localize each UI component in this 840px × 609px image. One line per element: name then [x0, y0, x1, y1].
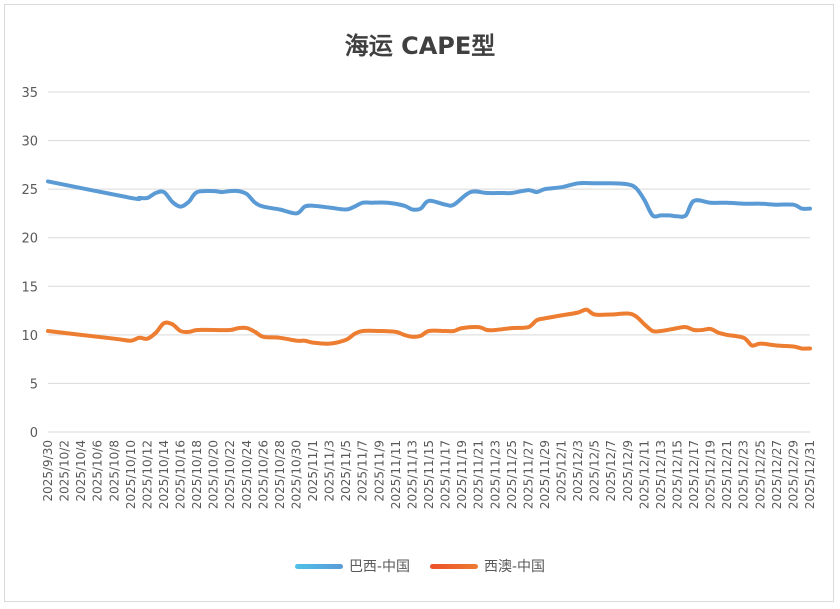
x-tick-label: 2025/11/7 — [356, 440, 370, 502]
x-tick-label: 2025/11/5 — [339, 440, 353, 502]
x-tick-label: 2025/12/15 — [670, 440, 684, 509]
legend-swatch-west-australia-china — [430, 563, 478, 569]
x-tick-label: 2025/11/13 — [405, 440, 419, 509]
series-line-1 — [46, 307, 812, 351]
legend-label-west-australia-china: 西澳-中国 — [484, 559, 546, 575]
x-axis-ticks: 2025/9/30 2025/10/2 2025/10/4 2025/10/6 2025… — [41, 440, 817, 509]
x-tick-label: 2025/10/12 — [140, 440, 154, 509]
legend: 巴西-中国 西澳-中国 — [0, 556, 840, 576]
x-tick-label: 2025/11/11 — [389, 440, 403, 509]
x-tick-label: 2025/10/10 — [124, 440, 138, 509]
x-tick-label: 2025/10/24 — [240, 440, 254, 509]
x-tick-label: 2025/10/6 — [91, 440, 105, 502]
y-tick-label: 15 — [21, 280, 38, 295]
x-tick-label: 2025/10/28 — [273, 440, 287, 509]
y-tick-label: 35 — [21, 86, 38, 101]
x-tick-label: 2025/10/4 — [74, 440, 88, 502]
legend-item-west-australia-china[interactable]: 西澳-中国 — [430, 556, 545, 576]
legend-swatch-brazil-china — [294, 563, 343, 569]
x-tick-label: 2025/12/31 — [803, 440, 817, 509]
y-tick-label: 0 — [30, 426, 38, 441]
x-tick-label: 2025/10/26 — [256, 440, 270, 509]
x-tick-label: 2025/12/9 — [621, 440, 635, 502]
x-tick-label: 2025/11/25 — [505, 440, 519, 509]
y-tick-label: 5 — [30, 377, 38, 392]
x-tick-label: 2025/11/9 — [372, 440, 386, 502]
x-tick-label: 2025/10/18 — [190, 440, 204, 509]
y-tick-label: 25 — [21, 183, 38, 198]
x-tick-label: 2025/11/29 — [538, 440, 552, 509]
x-tick-label: 2025/10/20 — [207, 440, 221, 509]
x-tick-label: 2025/12/7 — [604, 440, 618, 502]
x-tick-label: 2025/11/19 — [455, 440, 469, 509]
x-tick-label: 2025/11/3 — [323, 440, 337, 502]
x-tick-label: 2025/10/30 — [289, 440, 303, 509]
x-tick-label: 2025/11/23 — [488, 440, 502, 509]
x-tick-label: 2025/12/23 — [737, 440, 751, 509]
x-tick-label: 2025/12/3 — [571, 440, 585, 502]
x-tick-label: 2025/11/27 — [521, 440, 535, 509]
x-tick-label: 2025/10/8 — [107, 440, 121, 502]
series-line-0 — [46, 179, 812, 219]
x-tick-label: 2025/12/27 — [770, 440, 784, 509]
x-tick-label: 2025/12/5 — [588, 440, 602, 502]
y-tick-label: 10 — [21, 329, 38, 344]
legend-item-brazil-china[interactable]: 巴西-中国 — [294, 556, 410, 576]
x-tick-label: 2025/12/17 — [687, 440, 701, 509]
x-tick-label: 2025/12/11 — [637, 440, 651, 509]
x-tick-label: 2025/12/13 — [654, 440, 668, 509]
legend-label-brazil-china: 巴西-中国 — [348, 559, 410, 575]
y-tick-label: 30 — [21, 135, 38, 150]
x-tick-label: 2025/10/16 — [174, 440, 188, 509]
x-tick-label: 2025/11/1 — [306, 440, 320, 502]
x-tick-label: 2025/9/30 — [41, 440, 55, 502]
x-tick-label: 2025/12/25 — [753, 440, 767, 509]
series-lines — [46, 179, 812, 351]
y-tick-label: 20 — [21, 232, 38, 247]
chart-title: 海运 CAPE型 — [344, 32, 496, 60]
x-tick-label: 2025/12/29 — [786, 440, 800, 509]
chart-frame — [4, 4, 834, 602]
x-tick-label: 2025/11/17 — [439, 440, 453, 509]
y-axis-ticks: 0 5 10 15 20 25 30 35 — [21, 86, 38, 441]
x-tick-label: 2025/10/2 — [58, 440, 72, 502]
x-tick-label: 2025/11/21 — [472, 440, 486, 509]
x-tick-label: 2025/12/1 — [555, 440, 569, 502]
x-tick-label: 2025/10/22 — [223, 440, 237, 509]
x-tick-label: 2025/10/14 — [157, 440, 171, 509]
x-tick-label: 2025/11/15 — [422, 440, 436, 509]
gridlines — [48, 91, 810, 433]
x-tick-label: 2025/12/19 — [704, 440, 718, 509]
x-tick-label: 2025/12/21 — [720, 440, 734, 509]
